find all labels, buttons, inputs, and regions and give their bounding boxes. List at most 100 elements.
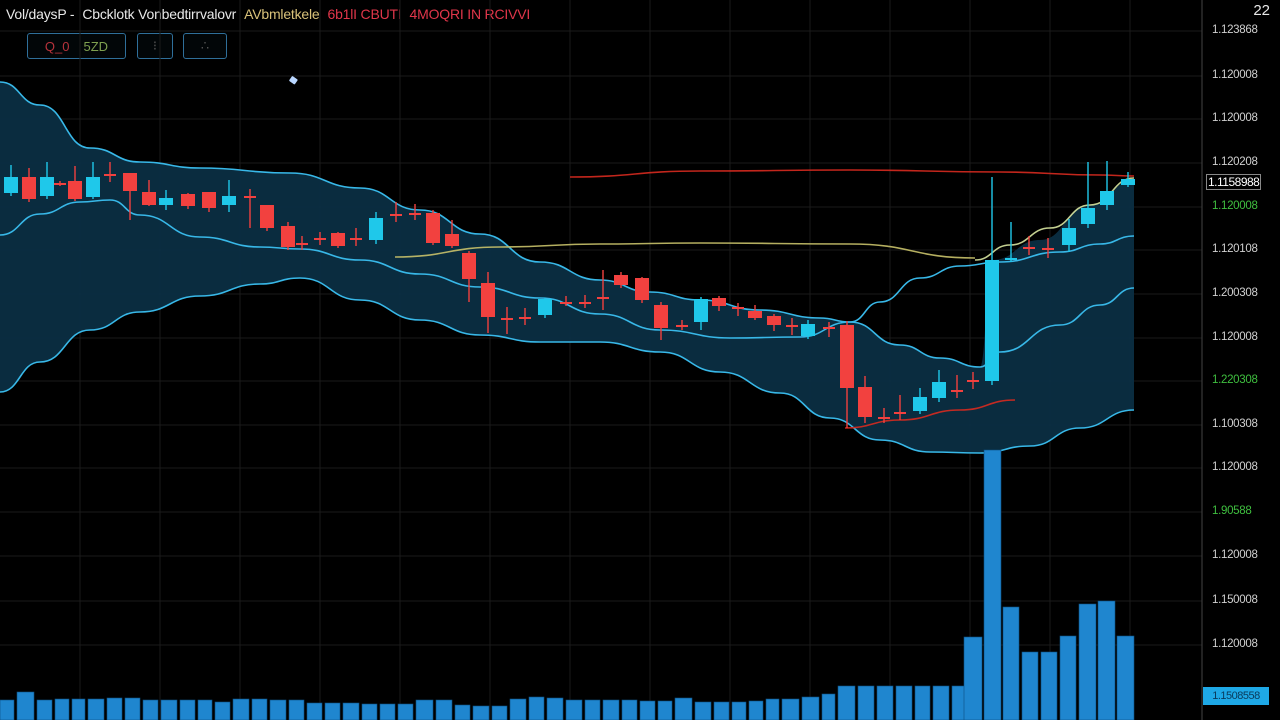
volume-bar	[106, 697, 123, 720]
bearish-candle	[181, 194, 195, 206]
candles	[4, 161, 1135, 428]
price-tick-label: 1.120008	[1212, 549, 1258, 561]
volume-bar	[288, 699, 305, 720]
drawing-tools-button[interactable]: ∴	[183, 33, 227, 59]
volume-bar	[361, 703, 378, 720]
chart-title-bar: Vol/daysP - Cbcklotk Vonbedtirrvalovr AVbm…	[6, 4, 530, 24]
bearish-candle	[104, 174, 116, 176]
volume-bar	[963, 636, 983, 720]
indicator-button[interactable]: ⁝	[137, 33, 173, 59]
price-tick-label: 1.200308	[1212, 287, 1258, 299]
volume-bar	[269, 699, 287, 720]
bearish-candle	[244, 196, 256, 198]
bearish-candle	[331, 233, 345, 246]
bullish-candle	[538, 299, 552, 315]
cursor-marker-icon	[289, 76, 298, 85]
bearish-candle	[462, 253, 476, 279]
bollinger-bands	[0, 81, 1135, 454]
bearish-candle	[823, 327, 835, 329]
price-tick-label: 1.120008	[1212, 331, 1258, 343]
bearish-candle	[560, 302, 572, 304]
volume-bar	[509, 698, 527, 720]
bearish-candle	[635, 278, 649, 300]
volume-bar	[71, 698, 86, 720]
volume-bar	[584, 699, 601, 720]
bullish-candle	[40, 177, 54, 196]
price-tick-label: 1.120008	[1212, 638, 1258, 650]
title-segment: Vol/daysP -	[6, 6, 75, 22]
lower-band-line	[0, 277, 1135, 454]
volume-bar	[232, 698, 250, 720]
price-tick-label: 1.120008	[1212, 112, 1258, 124]
bearish-candle	[732, 307, 744, 309]
bullish-candle	[86, 177, 100, 197]
bearish-candle	[281, 226, 295, 247]
bearish-candle	[748, 311, 762, 318]
volume-bar	[765, 698, 780, 720]
volume-bar	[565, 699, 583, 720]
volume-bar	[639, 700, 656, 720]
bearish-candle	[123, 173, 137, 191]
volume-value-tag: 1.1508558	[1203, 687, 1269, 705]
volume-bar	[87, 698, 105, 720]
volume-bar	[415, 699, 434, 720]
volume-bar	[895, 685, 913, 720]
bearish-candle	[54, 183, 66, 185]
bearish-candle	[858, 387, 872, 417]
volume-bar	[342, 702, 360, 720]
bearish-candle	[314, 238, 326, 240]
volume-bar	[914, 685, 931, 720]
volume-bars	[0, 449, 1135, 720]
bearish-candle	[409, 213, 421, 215]
volume-bar	[1040, 651, 1058, 720]
volume-bar	[1021, 651, 1039, 720]
scatter-icon: ∴	[200, 38, 210, 53]
price-tick-label: 1.123868	[1212, 24, 1258, 36]
bearish-candle	[767, 316, 781, 325]
bullish-candle	[369, 218, 383, 240]
title-segment: Cbcklotk Vonbedtirrvalovr	[82, 6, 237, 22]
volume-bar	[214, 701, 231, 720]
volume-bar	[54, 698, 70, 720]
volume-bar	[932, 685, 950, 720]
bullish-candle	[222, 196, 236, 205]
chart-grid	[0, 0, 1202, 720]
volume-bar	[546, 697, 564, 720]
bearish-candle	[390, 214, 402, 216]
price-tick-label: 1.220308	[1212, 374, 1258, 386]
bullish-candle	[913, 397, 927, 411]
lower-red-ma-line	[844, 399, 1016, 429]
yellow-ma-line	[394, 242, 976, 259]
bullish-candle	[694, 299, 708, 322]
volume-bar	[397, 703, 414, 720]
bullish-candle	[801, 324, 815, 336]
upper-band-line	[0, 81, 1135, 368]
bullish-candle	[1005, 258, 1017, 260]
bullish-candle	[1121, 179, 1135, 185]
volume-bar	[602, 699, 620, 720]
range-button-right-label: 5ZD	[83, 38, 109, 54]
bearish-candle	[579, 302, 591, 304]
price-tick-label: 1.100308	[1212, 418, 1258, 430]
volume-bar	[36, 699, 53, 720]
bearish-candle	[481, 283, 495, 317]
volume-bar	[983, 449, 1002, 720]
price-tick-label: 1.90588	[1212, 505, 1252, 517]
bearish-candle	[967, 380, 979, 382]
bearish-candle	[840, 325, 854, 388]
bearish-candle	[260, 205, 274, 228]
bearish-candle	[1023, 247, 1035, 249]
volume-bar	[801, 696, 820, 720]
bearish-candle	[1042, 248, 1054, 250]
red-ma-line	[569, 169, 1135, 178]
bullish-candle	[159, 198, 173, 205]
bearish-candle	[426, 213, 440, 243]
volume-bar	[713, 701, 730, 720]
volume-bar	[306, 702, 323, 720]
timeframe-range-button[interactable]: Q_0 5ZD	[27, 33, 126, 59]
bearish-candle	[676, 325, 688, 327]
dots-icon: ⁝	[152, 38, 158, 53]
volume-bar	[528, 696, 545, 720]
bullish-candle	[1062, 228, 1076, 245]
